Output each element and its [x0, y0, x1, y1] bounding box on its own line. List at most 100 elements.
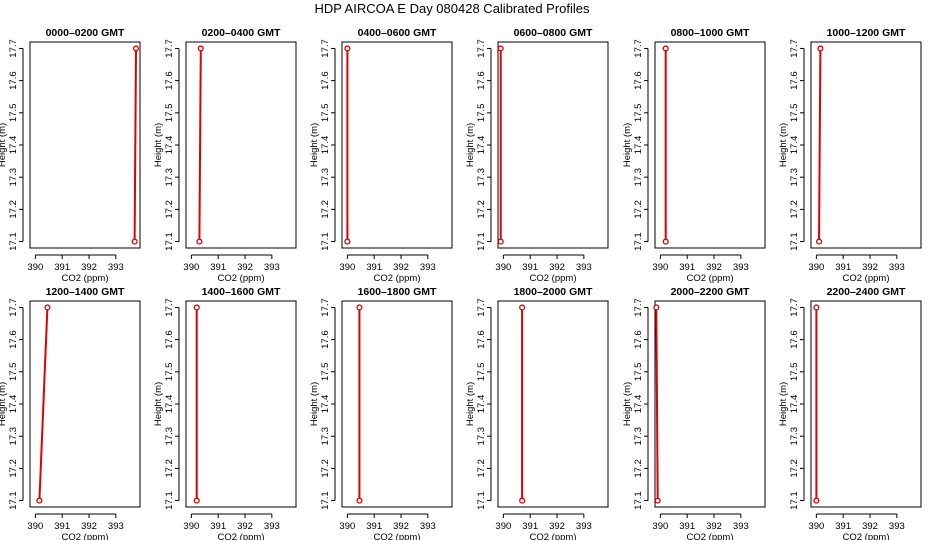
profile-line [133, 48, 137, 242]
x-tick-label: 390 [339, 521, 355, 532]
y-tick-label: 17.4 [476, 136, 487, 155]
y-tick-label: 17.5 [789, 363, 800, 382]
x-axis-label: CO2 (ppm) [687, 532, 734, 540]
y-tick-label: 17.2 [633, 459, 644, 478]
y-tick-label: 17.7 [633, 39, 644, 58]
profile-point [654, 497, 661, 504]
y-axis-label: Height (m) [778, 382, 789, 426]
x-tick-label: 393 [576, 521, 592, 532]
panel-title: 0000–0200 GMT [46, 27, 125, 39]
y-tick-label: 17.7 [476, 298, 487, 317]
y-tick-label: 17.5 [633, 104, 644, 123]
x-tick-label: 392 [862, 521, 878, 532]
x-tick-label: 391 [210, 521, 226, 532]
x-tick-label: 393 [576, 262, 592, 273]
y-tick-label: 17.3 [320, 168, 331, 187]
panel-title: 1200–1400 GMT [46, 286, 125, 298]
x-tick-label: 392 [237, 521, 253, 532]
x-tick-label: 392 [393, 262, 409, 273]
y-tick-label: 17.3 [8, 168, 19, 187]
x-tick-label: 390 [495, 521, 511, 532]
plot-frame [497, 41, 609, 249]
x-axis-label: CO2 (ppm) [218, 273, 265, 284]
x-tick-label: 390 [808, 262, 824, 273]
x-tick-label: 393 [420, 262, 436, 273]
x-axis-label: CO2 (ppm) [374, 532, 421, 540]
profile-point [356, 497, 363, 504]
y-tick-label: 17.4 [8, 395, 19, 414]
x-axis-label: CO2 (ppm) [843, 532, 890, 540]
y-tick-label: 17.5 [476, 363, 487, 382]
y-tick-label: 17.5 [8, 363, 19, 382]
profile-point [193, 497, 200, 504]
y-tick-label: 17.7 [476, 39, 487, 58]
x-tick-label: 391 [679, 521, 695, 532]
x-tick-label: 393 [733, 521, 749, 532]
panel-title: 0800–1000 GMT [671, 27, 750, 39]
y-tick-label: 17.5 [476, 104, 487, 123]
y-axis-label: Height (m) [309, 123, 320, 167]
y-tick-label: 17.5 [164, 104, 175, 123]
panel-title: 0600–0800 GMT [514, 27, 593, 39]
y-tick-label: 17.4 [633, 395, 644, 414]
x-tick-label: 392 [81, 521, 97, 532]
y-tick-label: 17.5 [320, 104, 331, 123]
y-tick-label: 17.4 [789, 395, 800, 414]
panel-title: 2200–2400 GMT [827, 286, 906, 298]
x-tick-label: 393 [733, 262, 749, 273]
x-tick-label: 390 [652, 262, 668, 273]
y-tick-label: 17.6 [320, 71, 331, 90]
x-tick-label: 391 [366, 262, 382, 273]
y-axis-label: Height (m) [465, 123, 476, 167]
profile-point [197, 45, 204, 52]
x-tick-label: 390 [27, 521, 43, 532]
y-tick-label: 17.2 [320, 459, 331, 478]
x-tick-label: 391 [522, 521, 538, 532]
x-axis-label: CO2 (ppm) [218, 532, 265, 540]
y-tick-label: 17.1 [476, 232, 487, 251]
x-tick-label: 390 [339, 262, 355, 273]
y-tick-label: 17.3 [633, 168, 644, 187]
profile-point [653, 304, 660, 311]
profile-line [198, 48, 202, 242]
panel-title: 2000–2200 GMT [671, 286, 750, 298]
y-axis-label: Height (m) [0, 123, 8, 167]
y-tick-label: 17.2 [164, 200, 175, 219]
profile-point [813, 497, 820, 504]
y-tick-label: 17.3 [633, 427, 644, 446]
y-tick-label: 17.1 [8, 232, 19, 251]
profile-line [655, 307, 659, 501]
profile-point [132, 45, 140, 52]
y-axis-label: Height (m) [622, 382, 633, 426]
y-tick-label: 17.3 [320, 427, 331, 446]
x-tick-label: 391 [835, 262, 851, 273]
x-tick-label: 393 [889, 262, 905, 273]
x-tick-label: 390 [183, 521, 199, 532]
y-tick-label: 17.3 [164, 427, 175, 446]
panel-title: 1600–1800 GMT [358, 286, 437, 298]
y-tick-label: 17.3 [476, 168, 487, 187]
plot-frame [341, 41, 453, 249]
y-tick-label: 17.7 [164, 298, 175, 317]
x-tick-label: 392 [393, 521, 409, 532]
y-tick-label: 17.5 [164, 363, 175, 382]
y-tick-label: 17.2 [476, 459, 487, 478]
y-tick-label: 17.5 [633, 363, 644, 382]
plot-frame [810, 300, 922, 508]
y-tick-label: 17.7 [320, 39, 331, 58]
profile-line [38, 307, 49, 501]
plot-frame [497, 300, 609, 508]
profile-point [193, 304, 200, 311]
y-axis-label: Height (m) [0, 382, 8, 426]
y-tick-label: 17.3 [476, 427, 487, 446]
x-tick-label: 392 [549, 521, 565, 532]
